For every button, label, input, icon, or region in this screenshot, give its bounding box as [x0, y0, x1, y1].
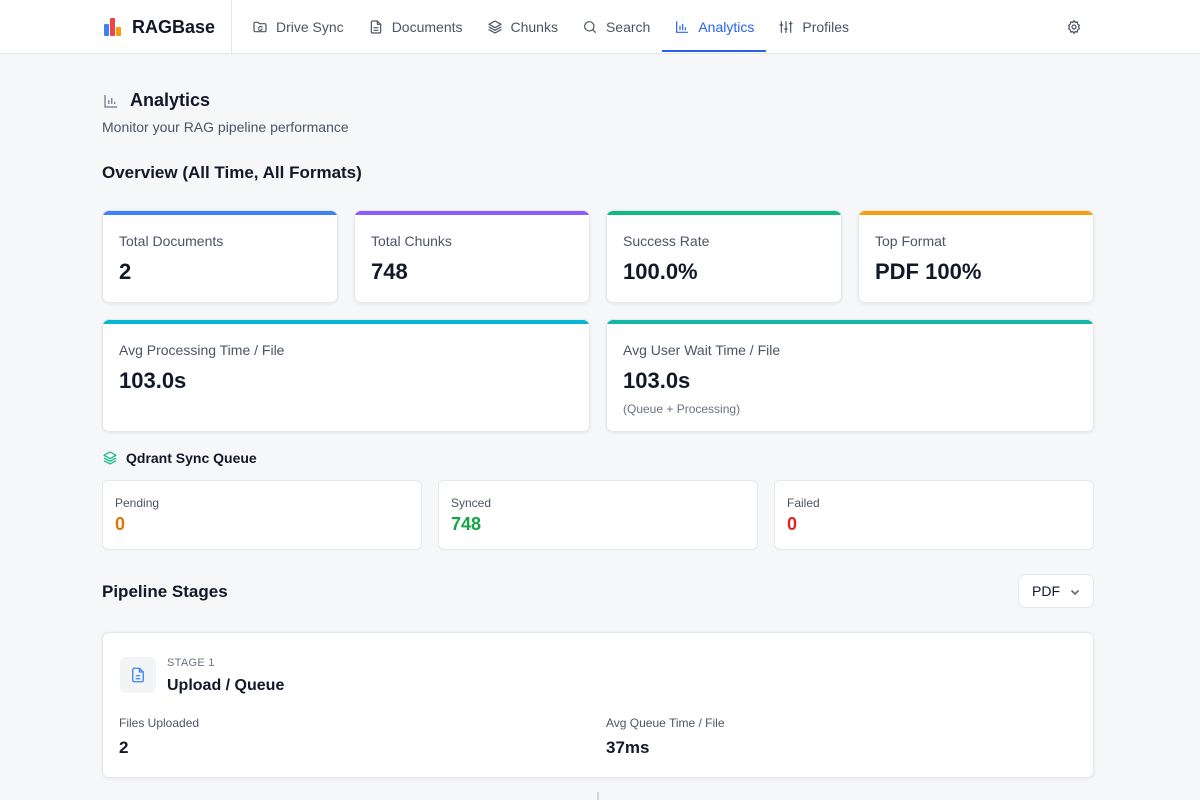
queue-value: 0: [787, 514, 798, 534]
layers-icon: [103, 451, 117, 465]
nav-label: Chunks: [510, 19, 558, 35]
stat-card-avg-processing-time: Avg Processing Time / File 103.0s: [102, 319, 590, 432]
metric-value: 37ms: [606, 738, 650, 757]
stage-name: Upload / Queue: [167, 677, 285, 694]
stat-card-total-documents: Total Documents 2: [102, 210, 338, 303]
stat-label: Avg User Wait Time / File: [623, 342, 781, 358]
nav-documents[interactable]: Documents: [356, 0, 475, 54]
format-select[interactable]: PDF: [1018, 574, 1094, 608]
nav-drive-sync[interactable]: Drive Sync: [240, 0, 356, 54]
stage-number: STAGE 1: [167, 657, 215, 669]
brand-divider: [231, 0, 232, 54]
metric-value: 2: [119, 738, 129, 757]
sliders-icon: [779, 21, 793, 33]
stat-label: Total Documents: [119, 233, 224, 249]
metric-label: Files Uploaded: [119, 716, 200, 730]
document-icon: [370, 20, 381, 34]
queue-label: Pending: [115, 496, 160, 510]
card-accent-bar: [607, 211, 841, 215]
page-header: Analytics Monitor your RAG pipeline perf…: [102, 90, 349, 135]
layers-icon: [487, 20, 502, 34]
card-accent-bar: [355, 211, 589, 215]
chevron-down-icon: [1070, 589, 1080, 596]
metric-label: Avg Queue Time / File: [606, 716, 725, 730]
stage-icon-container: [120, 657, 156, 693]
document-icon: [132, 667, 144, 683]
page-title: Analytics: [130, 90, 211, 110]
brand[interactable]: RAGBase: [104, 16, 215, 38]
sync-queue-title: Qdrant Sync Queue: [102, 450, 257, 466]
folder-sync-icon: [253, 21, 267, 33]
gear-icon: [1067, 19, 1081, 35]
pipeline-stage-card: STAGE 1 Upload / Queue Files Uploaded 2 …: [102, 632, 1094, 778]
nav-label: Analytics: [698, 19, 755, 35]
stat-value: 2: [119, 259, 132, 284]
nav-label: Drive Sync: [276, 19, 344, 35]
stat-value: 100.0%: [623, 259, 698, 284]
stat-card-success-rate: Success Rate 100.0%: [606, 210, 842, 303]
stat-note: (Queue + Processing): [623, 402, 741, 416]
stat-label: Avg Processing Time / File: [119, 342, 285, 358]
card-accent-bar: [859, 211, 1093, 215]
main-nav: Drive Sync Documents Chunks Search Analy…: [240, 0, 861, 54]
card-accent-bar: [607, 320, 1093, 324]
pipeline-title: Pipeline Stages: [102, 582, 228, 601]
top-nav-bar: RAGBase Drive Sync Documents Chunks Sear…: [0, 0, 1200, 54]
stat-card-avg-user-wait-time: Avg User Wait Time / File 103.0s (Queue …: [606, 319, 1094, 432]
nav-profiles[interactable]: Profiles: [766, 0, 861, 54]
queue-value: 748: [451, 514, 482, 534]
nav-analytics[interactable]: Analytics: [662, 0, 767, 54]
queue-label: Synced: [451, 496, 492, 510]
brand-logo-icon: [104, 18, 122, 36]
stat-card-top-format: Top Format PDF 100%: [858, 210, 1094, 303]
queue-label: Failed: [787, 496, 820, 510]
card-accent-bar: [103, 320, 589, 324]
queue-card-pending: Pending 0: [102, 480, 422, 550]
stat-label: Top Format: [875, 233, 946, 249]
bar-chart-icon: [676, 21, 689, 33]
settings-button[interactable]: [1066, 19, 1082, 35]
page-subtitle: Monitor your RAG pipeline performance: [102, 119, 349, 135]
stat-value: 103.0s: [623, 368, 691, 393]
stat-label: Success Rate: [623, 233, 710, 249]
nav-label: Profiles: [802, 19, 850, 35]
overview-title: Overview (All Time, All Formats): [102, 163, 362, 182]
stage-connector: [597, 792, 599, 800]
nav-chunks[interactable]: Chunks: [475, 0, 570, 54]
nav-label: Search: [605, 19, 651, 35]
stat-value: 748: [371, 259, 408, 284]
sync-queue-label: Qdrant Sync Queue: [126, 450, 257, 466]
queue-value: 0: [115, 514, 126, 534]
stat-value: PDF 100%: [875, 259, 982, 284]
stat-label: Total Chunks: [371, 233, 452, 249]
search-icon: [584, 21, 596, 33]
bar-chart-icon: [104, 94, 117, 108]
nav-label: Documents: [391, 19, 463, 35]
card-accent-bar: [103, 211, 337, 215]
nav-search[interactable]: Search: [570, 0, 662, 54]
stat-card-total-chunks: Total Chunks 748: [354, 210, 590, 303]
queue-card-failed: Failed 0: [774, 480, 1094, 550]
stat-value: 103.0s: [119, 368, 187, 393]
app-name: RAGBase: [132, 16, 216, 37]
format-select-value: PDF: [1032, 583, 1060, 599]
queue-card-synced: Synced 748: [438, 480, 758, 550]
